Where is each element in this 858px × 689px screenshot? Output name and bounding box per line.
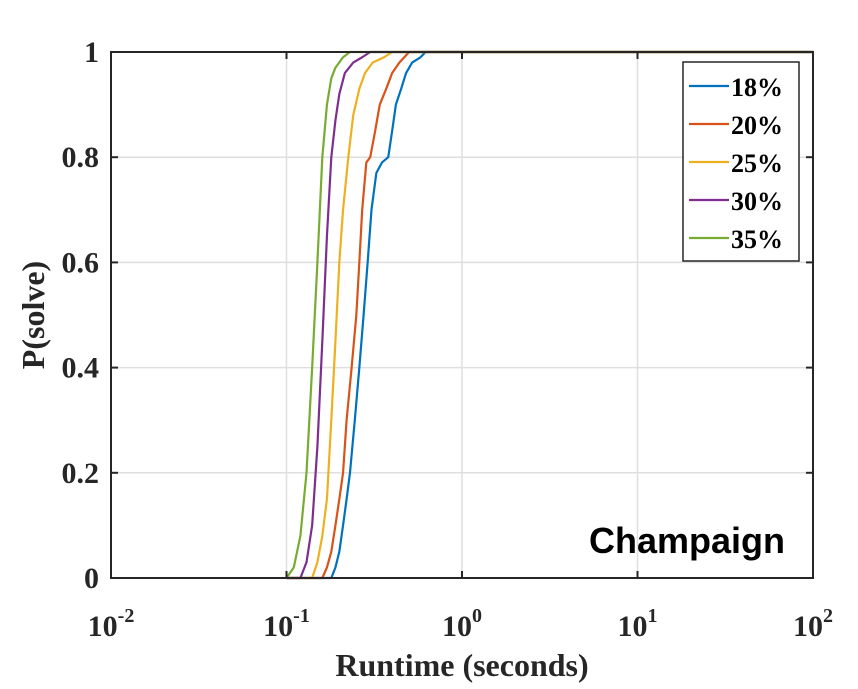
x-tick-label-4: 102 — [793, 605, 833, 643]
x-tick-label-base: 10 — [442, 610, 472, 643]
legend-label-4: 35% — [731, 225, 783, 254]
series-line-35pct — [285, 50, 813, 579]
x-tick-label-0: 10-2 — [88, 605, 135, 643]
x-tick-label-1: 10-1 — [263, 605, 310, 643]
y-tick-label-2: 0.4 — [62, 352, 100, 385]
x-tick-label-base: 10 — [88, 610, 118, 643]
x-tick-label-exponent: 1 — [648, 605, 658, 627]
legend-label-3: 30% — [731, 187, 783, 216]
y-axis-label: P(solve) — [15, 261, 51, 369]
x-tick-label-3: 101 — [618, 605, 658, 643]
x-tick-label-exponent: -2 — [118, 605, 135, 627]
x-tick-label-base: 10 — [263, 610, 293, 643]
series-group — [285, 50, 813, 580]
x-axis-label: Runtime (seconds) — [335, 647, 588, 683]
annotation-label: Champaign — [589, 520, 785, 561]
tick-marks — [110, 51, 814, 579]
y-tick-labels: 0 0.2 0.4 0.6 0.8 1 — [62, 36, 100, 595]
series-line-25pct — [286, 50, 813, 580]
y-tick-label-4: 0.8 — [62, 141, 100, 174]
y-tick-label-1: 0.2 — [62, 457, 100, 490]
x-tick-label-base: 10 — [793, 610, 823, 643]
x-tick-label-base: 10 — [618, 610, 648, 643]
x-tick-label-2: 100 — [442, 605, 482, 643]
x-tick-label-exponent: -1 — [293, 605, 310, 627]
y-tick-label-0: 0 — [84, 562, 99, 595]
x-tick-labels: 10-2 10-1 100 101 102 — [88, 605, 833, 643]
x-tick-label-exponent: 0 — [472, 605, 482, 627]
series-line-20pct — [286, 50, 813, 580]
legend-label-0: 18% — [731, 73, 783, 102]
y-tick-label-5: 1 — [84, 36, 99, 69]
x-tick-label-exponent: 2 — [823, 605, 833, 627]
legend-label-1: 20% — [731, 111, 783, 140]
y-tick-label-3: 0.6 — [62, 246, 100, 279]
legend-label-2: 25% — [731, 149, 783, 178]
series-line-18pct — [286, 50, 813, 580]
legend: 18% 20% 25% 30% 35% — [682, 61, 800, 262]
series-line-30pct — [286, 50, 813, 580]
